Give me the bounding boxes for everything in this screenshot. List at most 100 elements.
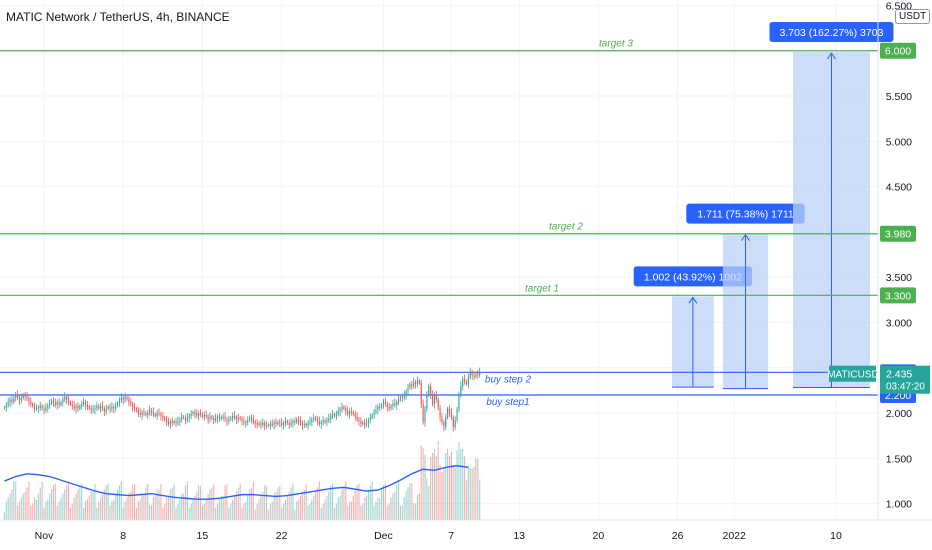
- volume-bar: [409, 483, 411, 520]
- price-axis[interactable]: 1.0001.5002.0002.5003.0003.5004.0004.500…: [877, 0, 912, 520]
- candle: [22, 393, 24, 400]
- current-price-bg: [880, 365, 930, 394]
- volume-bar: [47, 499, 49, 520]
- candle-body: [465, 381, 468, 385]
- candle: [122, 395, 124, 405]
- time-tick-label: 15: [197, 530, 209, 542]
- candle-body: [420, 383, 422, 405]
- candle-body: [160, 414, 162, 416]
- volume-bar: [252, 481, 254, 520]
- volume-bar: [167, 495, 170, 520]
- volume-bar: [450, 452, 452, 520]
- time-tick-label: Nov: [35, 530, 54, 542]
- candle-body: [130, 402, 132, 405]
- candle: [152, 407, 154, 418]
- candle: [45, 402, 47, 413]
- candle-body: [241, 419, 243, 422]
- level-buy-step-2[interactable]: buy step 2: [0, 371, 878, 385]
- symbol-badge-bg: [829, 365, 876, 382]
- candle-body: [179, 419, 181, 422]
- volume-bar: [330, 485, 332, 520]
- candle-body: [169, 421, 171, 424]
- level-tag-text: 6.000: [885, 46, 911, 58]
- volume-bar: [477, 458, 479, 520]
- currency-badge[interactable]: USDT: [895, 9, 931, 24]
- candle-body: [384, 402, 386, 405]
- volume-bar: [337, 497, 339, 520]
- volume-bar: [92, 489, 94, 520]
- candle-body: [305, 423, 307, 426]
- candle-body: [435, 394, 437, 400]
- candle-body: [24, 394, 26, 397]
- price-range-label: 1.711 (75.38%) 1711: [697, 209, 794, 221]
- price-range-label: 1.002 (43.92%) 1002: [644, 271, 742, 283]
- volume-bar: [356, 485, 358, 520]
- candle-body: [454, 420, 456, 427]
- candle-body: [111, 406, 113, 410]
- candle-body: [105, 408, 107, 412]
- price-range-3[interactable]: 3.703 (162.27%) 3703: [769, 22, 894, 388]
- volume-bar: [58, 501, 60, 520]
- candle-body: [469, 372, 471, 377]
- candle: [365, 418, 368, 428]
- volume-bar: [458, 442, 460, 520]
- candle-body: [262, 423, 264, 425]
- candle-body: [430, 385, 432, 395]
- volume-bar: [147, 483, 149, 520]
- level-label: buy step1: [486, 397, 529, 408]
- candle-body: [11, 399, 13, 403]
- candle-body: [103, 408, 105, 412]
- candle: [294, 417, 296, 426]
- volume-bar: [398, 481, 400, 520]
- volume-bar: [201, 505, 204, 520]
- candle-body: [143, 412, 145, 414]
- candle: [133, 402, 136, 412]
- candle: [341, 402, 343, 413]
- candle-body: [149, 410, 151, 414]
- level-target-2[interactable]: target 2: [0, 222, 878, 235]
- volume-bar: [377, 497, 379, 520]
- candle-body: [365, 423, 368, 425]
- candle-body: [49, 403, 51, 406]
- volume-bar: [296, 501, 298, 520]
- volume-bar: [379, 497, 381, 520]
- volume-bar: [313, 495, 315, 520]
- volume-bar: [149, 505, 151, 520]
- price-range-2[interactable]: 1.711 (75.38%) 1711: [686, 203, 805, 390]
- candle: [64, 392, 66, 403]
- candle-body: [254, 422, 256, 424]
- candle: [273, 419, 275, 430]
- candle: [243, 416, 245, 426]
- volume-bar: [235, 491, 237, 520]
- candle: [477, 369, 479, 380]
- candle: [100, 402, 102, 413]
- candle-body: [411, 384, 413, 386]
- candle-body: [460, 385, 462, 395]
- price-ranges[interactable]: 1.002 (43.92%) 1002 1.711 (75.38%) 1711 3.…: [633, 22, 894, 390]
- level-target-3[interactable]: target 3: [0, 39, 878, 52]
- candle-body: [320, 422, 322, 424]
- candle-body: [388, 406, 390, 409]
- volume-bar: [132, 485, 134, 520]
- candle: [88, 404, 90, 411]
- time-axis[interactable]: Nov 8 15 22 Dec 7 13 20 26 2022 10: [0, 519, 932, 542]
- level-target-1[interactable]: target 1: [0, 283, 878, 296]
- candle-body: [448, 408, 451, 414]
- horizontal-levels[interactable]: target 3 target 2 target 1 buy step 2 buy st…: [0, 39, 878, 408]
- volume-bar: [154, 495, 156, 520]
- volume-bar: [15, 481, 17, 520]
- volume-bar: [84, 501, 87, 520]
- level-buy-step1[interactable]: buy step1: [0, 394, 878, 408]
- candle-body: [47, 405, 49, 408]
- volume-bar: [452, 465, 454, 520]
- candle-body: [156, 413, 158, 416]
- candle: [75, 403, 77, 414]
- candle: [420, 379, 422, 409]
- time-tick-label: 20: [593, 530, 605, 542]
- candle-body: [73, 405, 75, 409]
- candle: [37, 405, 39, 414]
- level-tag-bg: [880, 42, 916, 59]
- volume-bar: [441, 472, 443, 520]
- volume-bar: [5, 501, 7, 520]
